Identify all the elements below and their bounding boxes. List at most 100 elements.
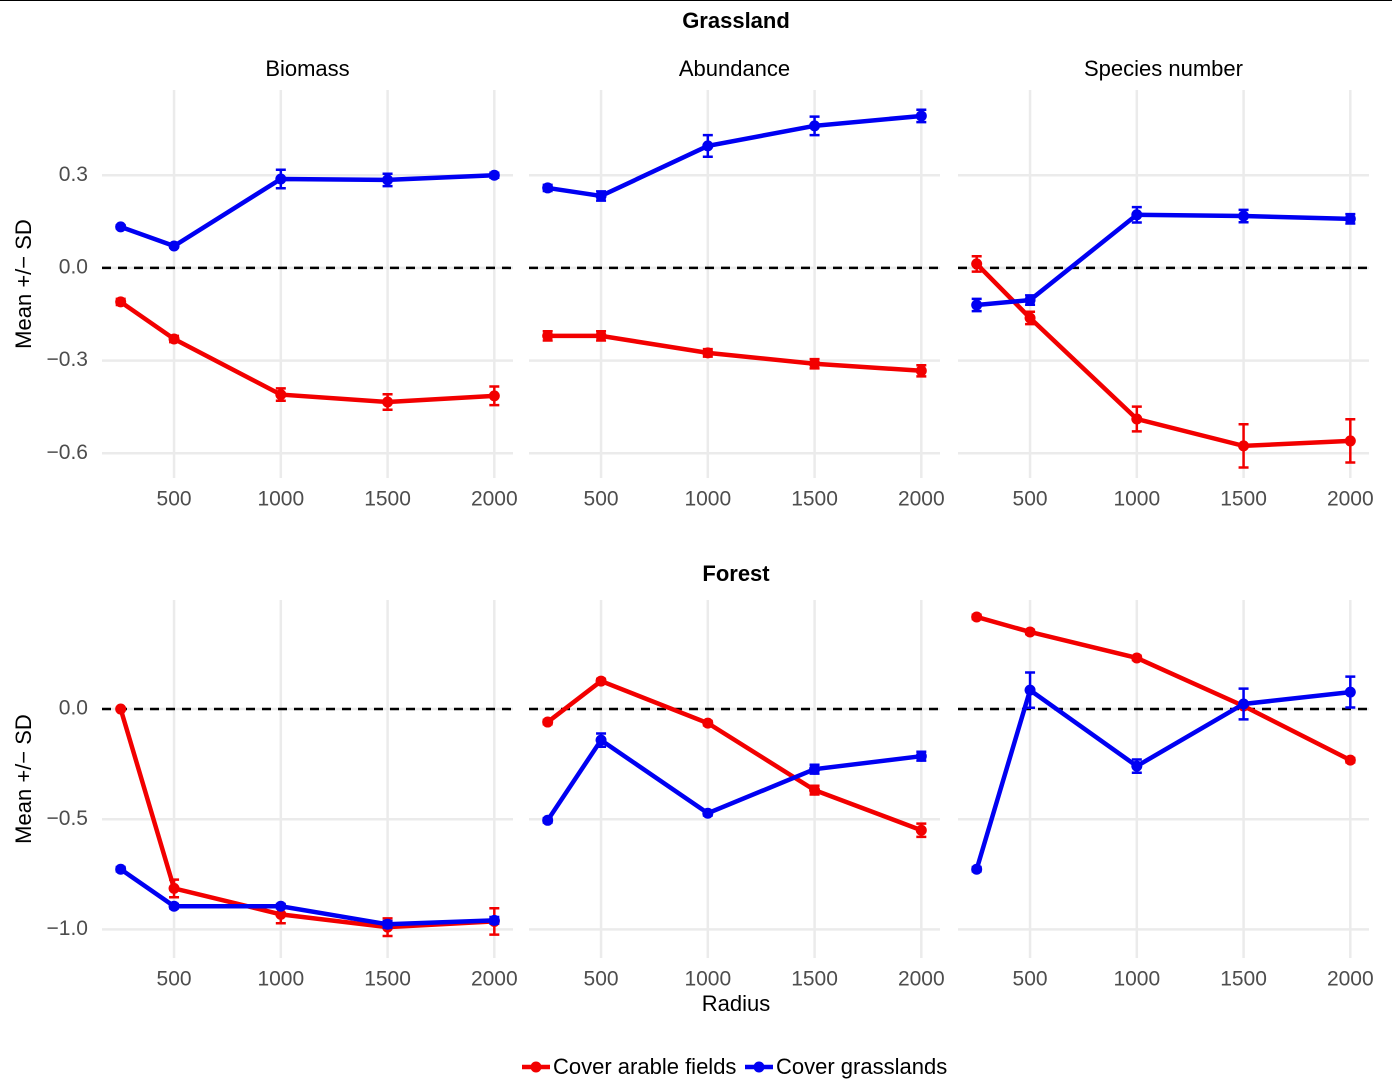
x-tick-label: 1000 xyxy=(1113,968,1160,991)
data-point xyxy=(275,389,287,401)
data-point xyxy=(382,396,394,408)
x-tick-label: 2000 xyxy=(898,488,945,511)
panel-title: Species number xyxy=(1084,56,1243,81)
data-point xyxy=(1024,312,1036,324)
legend-label: Cover grasslands xyxy=(776,1054,947,1079)
x-tick-label: 1000 xyxy=(1113,488,1160,511)
x-tick-label: 500 xyxy=(157,488,192,511)
y-axis-label: Mean +/− SD xyxy=(11,219,36,349)
legend-label: Cover arable fields xyxy=(553,1054,736,1079)
data-point xyxy=(542,716,554,728)
x-tick-label: 2000 xyxy=(1327,968,1374,991)
data-point xyxy=(595,330,607,342)
x-tick-label: 2000 xyxy=(471,968,518,991)
data-point xyxy=(542,330,554,342)
data-point xyxy=(1238,698,1250,710)
data-point xyxy=(1344,213,1356,225)
row-title: Grassland xyxy=(682,8,790,33)
x-tick-label: 1000 xyxy=(257,488,304,511)
data-point xyxy=(1024,626,1036,638)
y-tick-label: 0.0 xyxy=(59,697,88,720)
data-point xyxy=(275,908,287,920)
data-point xyxy=(168,900,180,912)
data-point xyxy=(915,824,927,836)
data-point xyxy=(702,347,714,359)
data-point xyxy=(809,358,821,370)
data-point xyxy=(1131,760,1143,772)
x-tick-label: 1500 xyxy=(791,488,838,511)
data-point xyxy=(1131,413,1143,425)
data-point xyxy=(168,882,180,894)
data-point xyxy=(1344,686,1356,698)
data-point xyxy=(971,258,983,270)
data-point xyxy=(809,763,821,775)
y-axis-label: Mean +/− SD xyxy=(11,714,36,844)
x-tick-label: 1000 xyxy=(257,968,304,991)
data-point xyxy=(915,365,927,377)
series-line xyxy=(119,173,495,249)
series-line xyxy=(547,113,922,199)
data-point xyxy=(1131,652,1143,664)
data-point xyxy=(702,717,714,729)
data-point xyxy=(382,174,394,186)
data-point xyxy=(488,914,500,926)
data-point xyxy=(1131,209,1143,221)
x-tick-label: 1000 xyxy=(684,488,731,511)
x-tick-label: 500 xyxy=(1013,968,1048,991)
data-point xyxy=(971,863,983,875)
data-point xyxy=(809,120,821,132)
data-point xyxy=(1238,440,1250,452)
y-tick-label: −0.6 xyxy=(47,441,88,464)
legend-marker xyxy=(530,1061,542,1073)
data-point xyxy=(115,296,127,308)
x-tick-label: 500 xyxy=(157,968,192,991)
data-point xyxy=(702,140,714,152)
data-point xyxy=(542,182,554,194)
x-tick-label: 500 xyxy=(584,968,619,991)
panel-title: Abundance xyxy=(679,56,790,81)
data-point xyxy=(1024,684,1036,696)
data-point xyxy=(1024,294,1036,306)
x-tick-label: 1500 xyxy=(1220,968,1267,991)
series-line xyxy=(976,212,1351,308)
data-point xyxy=(115,863,127,875)
data-point xyxy=(1344,435,1356,447)
data-point xyxy=(971,611,983,623)
data-point xyxy=(488,390,500,402)
x-tick-label: 1500 xyxy=(364,968,411,991)
y-tick-label: −0.3 xyxy=(47,348,88,371)
x-tick-label: 2000 xyxy=(1327,488,1374,511)
data-point xyxy=(168,240,180,252)
data-point xyxy=(275,173,287,185)
data-point xyxy=(115,221,127,233)
data-point xyxy=(702,807,714,819)
data-point xyxy=(275,900,287,912)
x-tick-label: 1000 xyxy=(684,968,731,991)
x-tick-label: 1500 xyxy=(791,968,838,991)
data-point xyxy=(809,784,821,796)
data-point xyxy=(542,814,554,826)
y-tick-label: 0.3 xyxy=(59,163,88,186)
data-point xyxy=(115,703,127,715)
data-point xyxy=(1238,210,1250,222)
legend-marker xyxy=(753,1061,765,1073)
y-tick-label: −0.5 xyxy=(47,807,88,830)
x-axis-label: Radius xyxy=(702,991,770,1016)
data-point xyxy=(168,333,180,345)
data-point xyxy=(915,750,927,762)
data-point xyxy=(382,918,394,930)
x-tick-label: 2000 xyxy=(898,968,945,991)
y-tick-label: −1.0 xyxy=(47,917,88,940)
x-tick-label: 1500 xyxy=(364,488,411,511)
series-line xyxy=(119,300,495,405)
x-tick-label: 500 xyxy=(584,488,619,511)
data-point xyxy=(1344,754,1356,766)
series-line xyxy=(974,686,1351,870)
x-tick-label: 500 xyxy=(1013,488,1048,511)
data-point xyxy=(595,734,607,746)
data-point xyxy=(595,190,607,202)
data-point xyxy=(595,675,607,687)
data-point xyxy=(915,110,927,122)
